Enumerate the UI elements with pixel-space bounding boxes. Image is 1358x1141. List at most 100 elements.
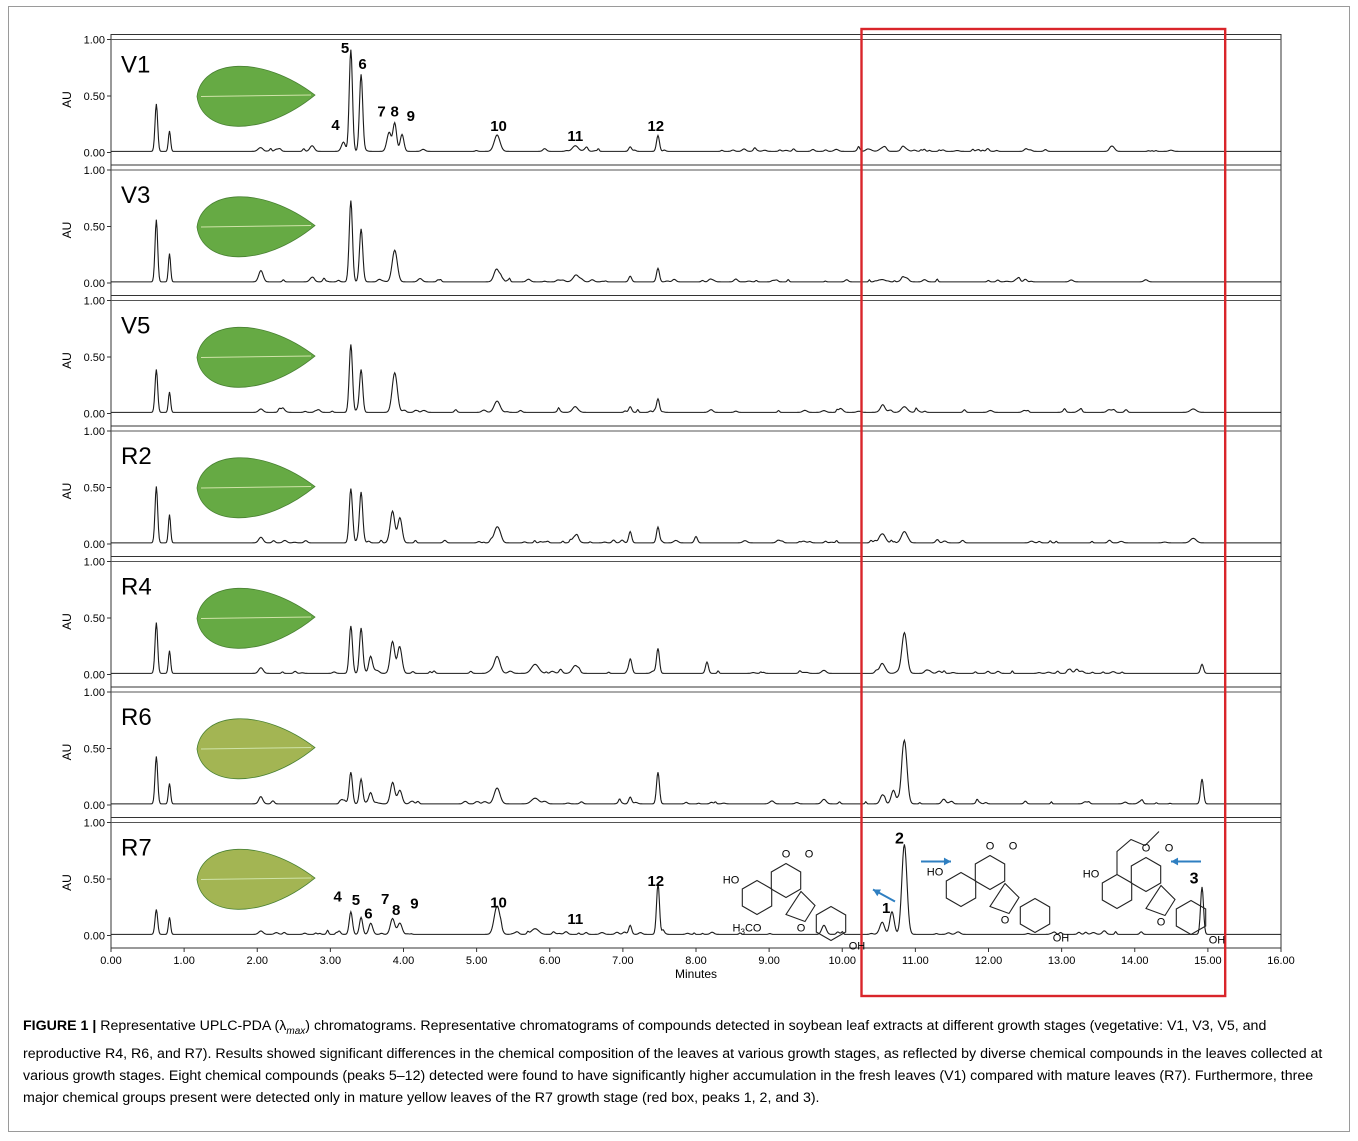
ring-shape [1175, 899, 1207, 936]
peak-label-6: 6 [364, 906, 372, 923]
furan-shape [1145, 884, 1176, 917]
chromatogram-trace [111, 486, 1281, 544]
arrow-icon-head [873, 889, 881, 897]
y-axis-label: AU [60, 744, 74, 761]
peak-label-12: 12 [647, 118, 664, 135]
hydroxyl-label: HO [927, 867, 944, 879]
peak-label-5: 5 [352, 892, 360, 909]
oxygen-label: O [797, 923, 806, 935]
ring-shape [945, 871, 977, 908]
y-tick-label: 1.00 [84, 818, 105, 830]
structure-peak-3: O O O HO OH [1083, 831, 1226, 947]
hydroxyl-label: OH [1209, 935, 1226, 947]
y-axis-label: AU [60, 352, 74, 369]
peak-label-10: 10 [490, 118, 507, 135]
x-tick-label: 5.00 [466, 955, 487, 967]
oxygen-label: O [1142, 843, 1151, 855]
peak-label-9: 9 [410, 895, 418, 912]
panel-name: V1 [121, 52, 150, 79]
peak-label-1: 1 [882, 900, 890, 917]
methoxy-label: H3CO [733, 923, 762, 937]
leaf-vein-icon [200, 616, 312, 619]
peak-label-2: 2 [895, 831, 904, 848]
x-tick-label: 14.00 [1121, 955, 1149, 967]
chromatogram-trace [111, 200, 1281, 283]
peak-label-7: 7 [381, 891, 389, 908]
carbonyl-label: O [1165, 843, 1174, 855]
x-tick-label: 11.00 [902, 955, 929, 967]
x-tick-label: 12.00 [975, 955, 1003, 967]
y-tick-label: 1.00 [84, 426, 105, 438]
leaf-vein-icon [200, 225, 312, 228]
y-tick-label: 0.50 [84, 483, 105, 495]
x-axis-label: Minutes [675, 967, 717, 981]
x-tick-label: 7.00 [612, 955, 633, 967]
x-tick-label: 8.00 [685, 955, 706, 967]
leaf-vein-icon [200, 877, 312, 880]
peak-label-4: 4 [334, 889, 343, 906]
carbonyl-label: O [1009, 841, 1018, 853]
y-tick-label: 0.00 [84, 278, 105, 290]
ring-shape [974, 854, 1006, 891]
x-tick-label: 2.00 [247, 955, 268, 967]
chromatogram-trace [111, 844, 1281, 935]
prenyl-chain-shape [1116, 831, 1160, 875]
oxygen-label: O [1001, 915, 1010, 927]
y-axis-label: AU [60, 222, 74, 239]
y-tick-label: 0.50 [84, 91, 105, 103]
hydroxyl-label: OH [849, 941, 866, 953]
caption-text-2: ) chromatograms. Representative chromato… [23, 1018, 1323, 1106]
y-tick-label: 0.50 [84, 874, 105, 886]
y-tick-label: 0.50 [84, 222, 105, 234]
panel-r4: 0.00 0.50 1.00 AU R4 [60, 556, 1282, 688]
panel-v1: 0.00 0.50 1.00 AU V1 56 4 7 8 9 10 11 12 [60, 34, 1282, 166]
y-tick-label: 0.50 [84, 613, 105, 625]
y-tick-label: 0.00 [84, 670, 105, 682]
peak-label-7: 7 [377, 103, 385, 120]
carbonyl-label: O [805, 849, 814, 861]
y-tick-label: 0.00 [84, 931, 105, 943]
hydroxyl-label: HO [723, 875, 740, 887]
x-tick-label: 0.00 [100, 955, 121, 967]
peak-label-8: 8 [392, 902, 400, 919]
leaf-vein-icon [200, 486, 312, 489]
structure-peak-1: O O O HO H3CO OH [723, 849, 866, 953]
peak-label-9: 9 [407, 108, 415, 125]
figure-caption: FIGURE 1 | Representative UPLC-PDA (λmax… [23, 1015, 1339, 1109]
furan-shape [989, 882, 1020, 915]
x-tick-label: 13.00 [1048, 955, 1076, 967]
leaf-vein-icon [200, 747, 312, 750]
y-tick-label: 0.00 [84, 148, 105, 160]
panel-r2: 0.00 0.50 1.00 AU R2 [60, 425, 1282, 557]
y-tick-label: 0.50 [84, 744, 105, 756]
x-tick-label: 6.00 [539, 955, 560, 967]
y-tick-label: 0.00 [84, 800, 105, 812]
y-tick-label: 1.00 [84, 35, 105, 47]
peak-label-10: 10 [490, 894, 507, 911]
leaf-vein-icon [200, 94, 312, 97]
y-tick-label: 1.00 [84, 557, 105, 569]
oxygen-label: O [1157, 917, 1166, 929]
y-axis-label: AU [60, 874, 74, 891]
x-tick-label: 15.00 [1194, 955, 1222, 967]
structure-peak-2: O O O HO OH [927, 841, 1070, 945]
furan-shape [785, 890, 816, 923]
peak-label-11: 11 [567, 128, 583, 145]
y-tick-label: 0.00 [84, 409, 105, 421]
peak-label-8: 8 [391, 103, 399, 120]
peak-label-11: 11 [567, 911, 583, 928]
x-tick-label: 9.00 [758, 955, 779, 967]
ring-shape [741, 879, 773, 916]
panel-name: R4 [121, 574, 152, 601]
y-axis-label: AU [60, 483, 74, 500]
y-tick-label: 0.50 [84, 352, 105, 364]
panel-v5: 0.00 0.50 1.00 AU V5 [60, 295, 1282, 427]
oxygen-label: O [986, 841, 995, 853]
panel-r6: 0.00 0.50 1.00 AU R6 [60, 686, 1282, 818]
hydroxyl-label: HO [1083, 869, 1100, 881]
chromatogram-trace [111, 49, 1281, 152]
oxygen-label: O [782, 849, 791, 861]
y-tick-label: 1.00 [84, 165, 105, 177]
